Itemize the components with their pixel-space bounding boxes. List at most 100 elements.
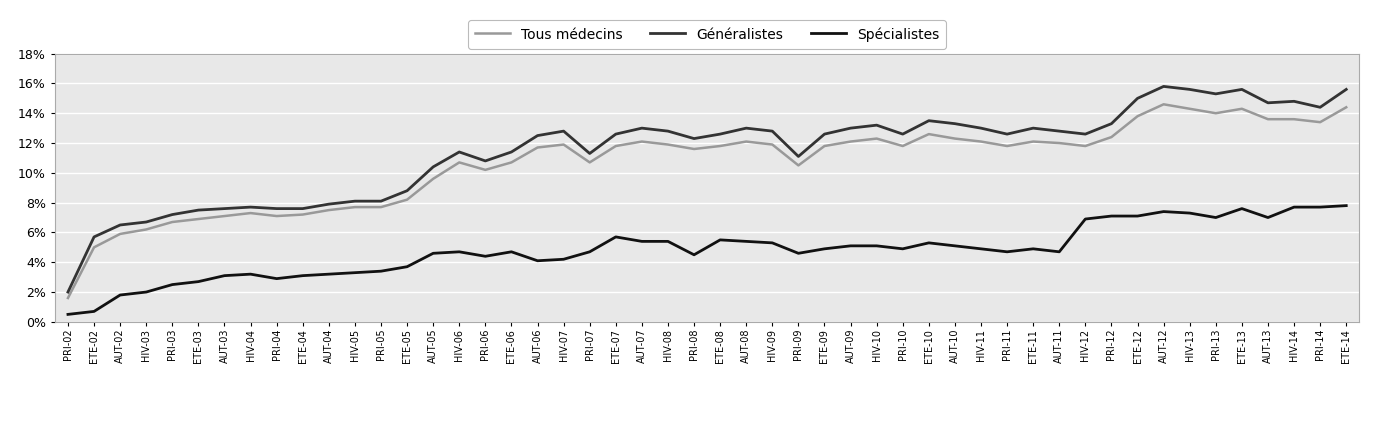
- Tous médecins: [426, 176, 442, 181]
- Tous médecins: [137, 227, 154, 232]
- Tous médecins: [530, 145, 546, 150]
- Tous médecins: [920, 131, 936, 137]
- Tous médecins: [1181, 106, 1197, 111]
- Spécialistes: [1208, 215, 1225, 220]
- Spécialistes: [998, 249, 1015, 254]
- Spécialistes: [739, 239, 755, 244]
- Spécialistes: [503, 249, 519, 254]
- Spécialistes: [398, 264, 415, 270]
- Tous médecins: [1130, 114, 1146, 119]
- Spécialistes: [633, 239, 651, 244]
- Spécialistes: [60, 312, 77, 317]
- Spécialistes: [920, 240, 936, 245]
- Tous médecins: [321, 207, 338, 213]
- Généralistes: [1337, 87, 1354, 92]
- Généralistes: [268, 206, 286, 211]
- Généralistes: [739, 126, 755, 131]
- Tous médecins: [268, 213, 286, 219]
- Tous médecins: [217, 213, 233, 219]
- Tous médecins: [868, 136, 884, 141]
- Tous médecins: [1234, 106, 1251, 111]
- Généralistes: [85, 234, 103, 240]
- Spécialistes: [137, 289, 154, 295]
- Tous médecins: [1052, 140, 1068, 146]
- Généralistes: [503, 149, 519, 155]
- Généralistes: [685, 136, 702, 141]
- Généralistes: [947, 121, 964, 127]
- Généralistes: [1156, 84, 1173, 89]
- Spécialistes: [1130, 213, 1146, 219]
- Spécialistes: [1260, 215, 1277, 220]
- Généralistes: [450, 149, 467, 155]
- Tous médecins: [398, 197, 415, 202]
- Tous médecins: [972, 139, 989, 144]
- Généralistes: [346, 198, 362, 204]
- Généralistes: [398, 188, 415, 194]
- Spécialistes: [1078, 216, 1094, 222]
- Spécialistes: [791, 251, 807, 256]
- Spécialistes: [530, 258, 546, 263]
- Tous médecins: [373, 204, 390, 210]
- Spécialistes: [1313, 204, 1329, 210]
- Généralistes: [1260, 100, 1277, 105]
- Généralistes: [321, 202, 338, 207]
- Généralistes: [895, 131, 912, 137]
- Spécialistes: [816, 246, 832, 252]
- Généralistes: [1130, 96, 1146, 101]
- Spécialistes: [1181, 211, 1197, 216]
- Généralistes: [555, 128, 571, 134]
- Spécialistes: [165, 282, 181, 287]
- Tous médecins: [582, 160, 599, 165]
- Tous médecins: [998, 143, 1015, 149]
- Généralistes: [530, 133, 546, 138]
- Tous médecins: [739, 139, 755, 144]
- Spécialistes: [659, 239, 676, 244]
- Généralistes: [1285, 99, 1302, 104]
- Tous médecins: [1208, 110, 1225, 116]
- Généralistes: [843, 126, 859, 131]
- Spécialistes: [607, 234, 623, 240]
- Tous médecins: [791, 163, 807, 168]
- Spécialistes: [111, 292, 129, 298]
- Spécialistes: [268, 276, 286, 281]
- Généralistes: [60, 289, 77, 295]
- Généralistes: [242, 204, 258, 210]
- Spécialistes: [321, 271, 338, 277]
- Spécialistes: [450, 249, 467, 254]
- Spécialistes: [843, 243, 859, 249]
- Généralistes: [217, 206, 233, 211]
- Spécialistes: [582, 249, 599, 254]
- Généralistes: [711, 131, 728, 137]
- Tous médecins: [346, 204, 362, 210]
- Généralistes: [1181, 87, 1197, 92]
- Spécialistes: [478, 253, 494, 259]
- Legend: Tous médecins, Généralistes, Spécialistes: Tous médecins, Généralistes, Spécialiste…: [468, 21, 946, 49]
- Tous médecins: [711, 143, 728, 149]
- Généralistes: [1104, 121, 1120, 127]
- Généralistes: [1313, 105, 1329, 110]
- Généralistes: [920, 118, 936, 123]
- Généralistes: [633, 126, 651, 131]
- Tous médecins: [659, 142, 676, 147]
- Généralistes: [582, 151, 599, 156]
- Spécialistes: [685, 252, 702, 257]
- Généralistes: [294, 206, 310, 211]
- Généralistes: [972, 126, 989, 131]
- Tous médecins: [607, 143, 623, 149]
- Spécialistes: [1024, 246, 1041, 252]
- Généralistes: [165, 212, 181, 217]
- Spécialistes: [972, 246, 989, 252]
- Tous médecins: [503, 160, 519, 165]
- Généralistes: [791, 154, 807, 159]
- Tous médecins: [85, 245, 103, 250]
- Généralistes: [816, 131, 832, 137]
- Généralistes: [1024, 126, 1041, 131]
- Généralistes: [1052, 128, 1068, 134]
- Tous médecins: [1337, 105, 1354, 110]
- Tous médecins: [633, 139, 651, 144]
- Généralistes: [1234, 87, 1251, 92]
- Tous médecins: [1313, 119, 1329, 125]
- Line: Généralistes: Généralistes: [69, 86, 1346, 292]
- Généralistes: [659, 128, 676, 134]
- Tous médecins: [1078, 143, 1094, 149]
